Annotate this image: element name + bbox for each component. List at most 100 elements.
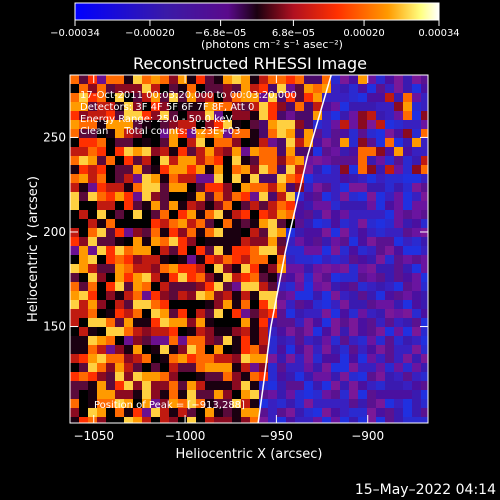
heatmap-cell bbox=[97, 147, 107, 157]
heatmap-cell bbox=[205, 345, 215, 355]
heatmap-cell bbox=[241, 408, 251, 418]
heatmap-cell bbox=[295, 237, 305, 247]
heatmap-cell bbox=[250, 291, 260, 301]
heatmap-cell bbox=[358, 264, 368, 274]
heatmap-cell bbox=[268, 408, 278, 418]
heatmap-cell bbox=[124, 327, 134, 337]
heatmap-cell bbox=[376, 102, 386, 112]
heatmap-cell bbox=[367, 84, 377, 94]
heatmap-cell bbox=[331, 273, 341, 283]
plot-frame bbox=[69, 74, 429, 424]
heatmap-cell bbox=[322, 210, 332, 220]
heatmap-cell bbox=[196, 336, 206, 346]
heatmap-cell bbox=[115, 84, 125, 94]
heatmap-cell bbox=[313, 273, 323, 283]
heatmap-cell bbox=[403, 201, 413, 211]
heatmap-cell bbox=[367, 372, 377, 382]
heatmap-cell bbox=[196, 300, 206, 310]
heatmap-cell bbox=[268, 264, 278, 274]
heatmap-cell bbox=[403, 255, 413, 265]
heatmap-cell bbox=[106, 201, 116, 211]
heatmap-cell bbox=[358, 291, 368, 301]
heatmap-cell bbox=[340, 408, 350, 418]
heatmap-cell bbox=[214, 183, 224, 193]
heatmap-cell bbox=[133, 201, 143, 211]
heatmap-cell bbox=[421, 390, 428, 400]
heatmap-cell bbox=[421, 192, 428, 202]
heatmap-cell bbox=[169, 345, 179, 355]
heatmap-cell bbox=[421, 75, 428, 85]
heatmap-cell bbox=[277, 129, 287, 139]
heatmap-cell bbox=[394, 174, 404, 184]
heatmap-cell bbox=[178, 399, 188, 409]
heatmap-cell bbox=[115, 408, 125, 418]
heatmap-cell bbox=[142, 273, 152, 283]
heatmap-cell bbox=[124, 201, 134, 211]
heatmap-cell bbox=[277, 75, 287, 85]
heatmap-cell bbox=[304, 174, 314, 184]
heatmap-cell bbox=[295, 390, 305, 400]
footer-timestamp: 15–May–2022 04:14 bbox=[355, 482, 496, 498]
heatmap-cell bbox=[349, 156, 359, 166]
heatmap-cell bbox=[241, 327, 251, 337]
heatmap-cell bbox=[331, 138, 341, 148]
heatmap-cell bbox=[250, 111, 260, 121]
heatmap-cell bbox=[142, 84, 152, 94]
heatmap-cell bbox=[358, 381, 368, 391]
heatmap-cell bbox=[322, 291, 332, 301]
heatmap-cell bbox=[385, 75, 395, 85]
heatmap-cell bbox=[232, 273, 242, 283]
heatmap-cell bbox=[394, 345, 404, 355]
heatmap-cell bbox=[106, 84, 116, 94]
heatmap-cell bbox=[142, 264, 152, 274]
heatmap-cell bbox=[187, 399, 197, 409]
heatmap-cell bbox=[133, 147, 143, 157]
heatmap-cell bbox=[106, 228, 116, 238]
heatmap-cell bbox=[421, 147, 428, 157]
heatmap-cell bbox=[88, 120, 98, 130]
heatmap-cell bbox=[88, 291, 98, 301]
heatmap-cell bbox=[88, 354, 98, 364]
heatmap-cell bbox=[178, 93, 188, 103]
heatmap-cell bbox=[232, 255, 242, 265]
heatmap-cell bbox=[295, 120, 305, 130]
heatmap-cell bbox=[151, 363, 161, 373]
heatmap-cell bbox=[268, 165, 278, 175]
heatmap-cell bbox=[412, 273, 422, 283]
heatmap-cell bbox=[277, 174, 287, 184]
heatmap-cell bbox=[331, 237, 341, 247]
heatmap-cell bbox=[268, 273, 278, 283]
heatmap-cell bbox=[124, 120, 134, 130]
heatmap-cell bbox=[412, 201, 422, 211]
heatmap-cell bbox=[385, 363, 395, 373]
heatmap-cell bbox=[196, 147, 206, 157]
heatmap-cell bbox=[160, 237, 170, 247]
heatmap-cell bbox=[421, 183, 428, 193]
heatmap-cell bbox=[169, 399, 179, 409]
heatmap-cell bbox=[70, 102, 80, 112]
heatmap-cell bbox=[250, 255, 260, 265]
heatmap-cell bbox=[97, 138, 107, 148]
heatmap-cell bbox=[79, 318, 89, 328]
heatmap-cell bbox=[286, 255, 296, 265]
heatmap-cell bbox=[277, 255, 287, 265]
heatmap-cell bbox=[205, 246, 215, 256]
heatmap-cell bbox=[205, 93, 215, 103]
heatmap-cell bbox=[196, 84, 206, 94]
heatmap-cell bbox=[331, 372, 341, 382]
heatmap-cell bbox=[88, 318, 98, 328]
heatmap-cell bbox=[250, 147, 260, 157]
heatmap-cell bbox=[223, 165, 233, 175]
heatmap-cell bbox=[349, 372, 359, 382]
heatmap-cell bbox=[124, 372, 134, 382]
heatmap-cell bbox=[385, 174, 395, 184]
heatmap-cell bbox=[268, 93, 278, 103]
heatmap-cell bbox=[115, 327, 125, 337]
heatmap-cell bbox=[115, 75, 125, 85]
heatmap-cell bbox=[358, 417, 368, 423]
heatmap-cell bbox=[394, 390, 404, 400]
colorbar-gradient bbox=[74, 2, 440, 21]
heatmap-cell bbox=[394, 399, 404, 409]
heatmap-cell bbox=[79, 120, 89, 130]
heatmap-cell bbox=[187, 300, 197, 310]
